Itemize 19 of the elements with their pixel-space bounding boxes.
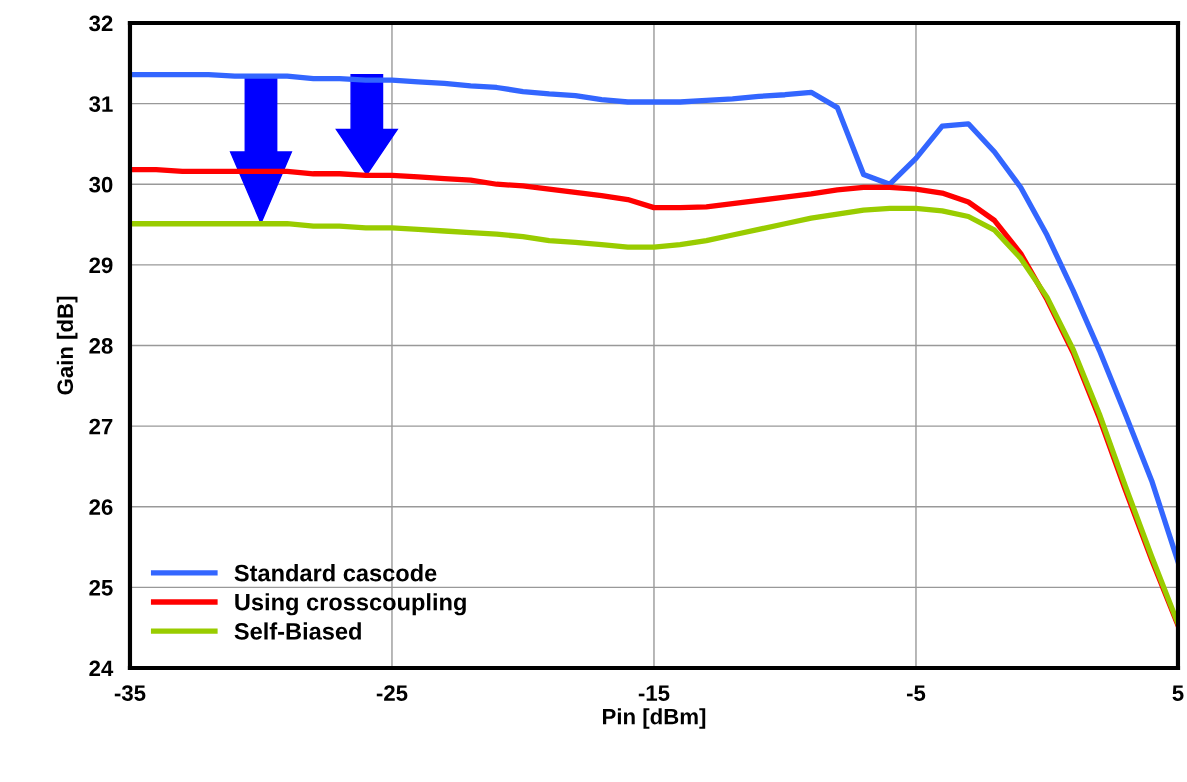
y-tick-label: 31 xyxy=(89,96,113,112)
y-tick-label: 25 xyxy=(89,579,113,596)
x-tick-label: 5 xyxy=(1172,685,1184,701)
x-tick-label: -15 xyxy=(638,685,670,701)
y-tick-label: 24 xyxy=(89,660,114,677)
y-tick-label: 26 xyxy=(89,499,113,516)
legend-label: Self-Biased xyxy=(234,622,361,640)
x-axis-title: Pin [dBm] xyxy=(603,708,706,729)
y-tick-label: 30 xyxy=(89,176,113,193)
y-tick-label: 32 xyxy=(89,15,113,32)
x-tick-label: -35 xyxy=(114,685,146,702)
y-tick-label: 28 xyxy=(89,338,113,354)
legend-label: Using crosscoupling xyxy=(235,593,466,616)
legend-label: Standard cascode xyxy=(234,564,437,582)
x-tick-label: -25 xyxy=(376,685,408,701)
y-tick-label: 29 xyxy=(89,257,113,274)
x-tick-label: -5 xyxy=(906,685,926,701)
y-tick-label: 27 xyxy=(89,418,113,435)
y-axis-title: Gain [dB] xyxy=(56,296,78,395)
